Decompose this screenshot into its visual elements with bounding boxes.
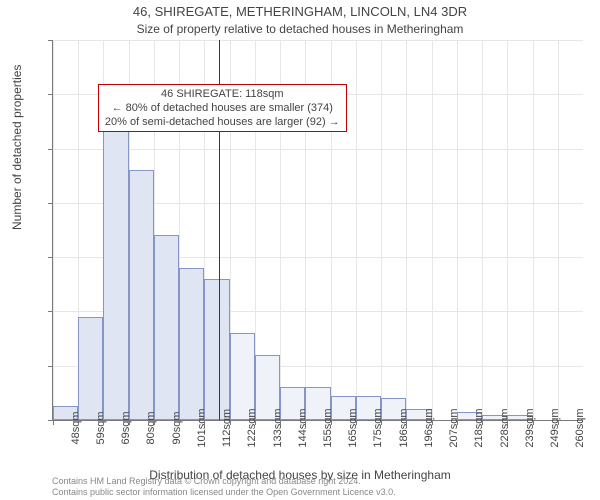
xtick-label: 239sqm — [524, 408, 536, 447]
xtick-mark — [129, 420, 130, 425]
xtick-mark — [457, 420, 458, 425]
xtick-label: 260sqm — [574, 408, 586, 447]
xtick-mark — [53, 420, 54, 425]
xtick-mark — [179, 420, 180, 425]
gridline-v — [381, 40, 382, 420]
gridline-v — [533, 40, 534, 420]
chart-title-sub: Size of property relative to detached ho… — [0, 22, 600, 36]
info-box-line-3: 20% of semi-detached houses are larger (… — [105, 115, 340, 129]
xtick-mark — [558, 420, 559, 425]
gridline-v — [558, 40, 559, 420]
gridline-h — [53, 149, 583, 150]
xtick-mark — [78, 420, 79, 425]
footer-line-1: Contains HM Land Registry data © Crown c… — [52, 476, 396, 487]
gridline-v — [406, 40, 407, 420]
footer-attribution: Contains HM Land Registry data © Crown c… — [52, 476, 396, 498]
histogram-bar — [230, 333, 255, 420]
xtick-mark — [381, 420, 382, 425]
info-box-line-2: ← 80% of detached houses are smaller (37… — [105, 101, 340, 115]
chart-title-main: 46, SHIREGATE, METHERINGHAM, LINCOLN, LN… — [0, 4, 600, 19]
xtick-mark — [533, 420, 534, 425]
gridline-h — [53, 40, 583, 41]
histogram-bar — [154, 235, 179, 420]
xtick-mark — [103, 420, 104, 425]
histogram-bar — [204, 279, 229, 420]
xtick-mark — [432, 420, 433, 425]
xtick-mark — [255, 420, 256, 425]
xtick-mark — [356, 420, 357, 425]
gridline-v — [356, 40, 357, 420]
histogram-bar — [78, 317, 103, 420]
xtick-mark — [507, 420, 508, 425]
xtick-mark — [331, 420, 332, 425]
xtick-mark — [154, 420, 155, 425]
xtick-mark — [204, 420, 205, 425]
y-axis-label: Number of detached properties — [10, 65, 24, 230]
xtick-mark — [305, 420, 306, 425]
xtick-label: 196sqm — [423, 408, 435, 447]
chart-plot-area: 48sqm59sqm69sqm80sqm90sqm101sqm112sqm122… — [52, 40, 582, 420]
info-box-line-1: 46 SHIREGATE: 118sqm — [105, 87, 340, 101]
gridline-v — [53, 40, 54, 420]
gridline-v — [482, 40, 483, 420]
xtick-label: 249sqm — [549, 408, 561, 447]
gridline-v — [457, 40, 458, 420]
xtick-mark — [280, 420, 281, 425]
gridline-v — [507, 40, 508, 420]
info-box: 46 SHIREGATE: 118sqm ← 80% of detached h… — [98, 84, 347, 132]
histogram-bar — [103, 111, 128, 420]
gridline-v — [432, 40, 433, 420]
footer-line-2: Contains public sector information licen… — [52, 487, 396, 498]
xtick-mark — [230, 420, 231, 425]
histogram-bar — [179, 268, 204, 420]
histogram-bar — [129, 170, 154, 420]
xtick-mark — [482, 420, 483, 425]
xtick-mark — [406, 420, 407, 425]
